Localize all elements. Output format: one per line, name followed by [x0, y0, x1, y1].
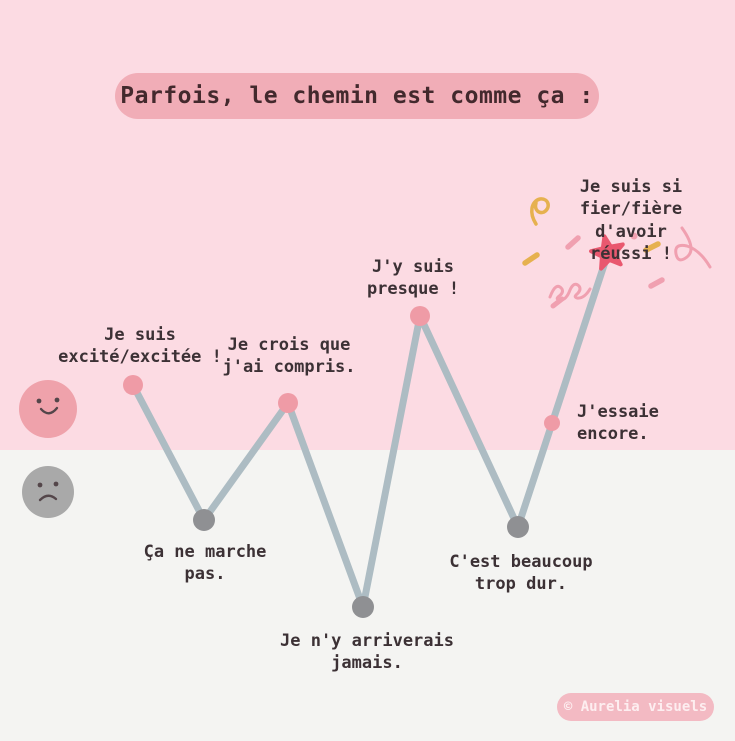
label-never: Je n'y arriverais jamais.: [280, 631, 454, 674]
node-not-working: [193, 509, 215, 531]
confetti-gold-dash-left: [522, 252, 540, 266]
node-try-again: [544, 415, 560, 431]
label-proud: Je suis si fier/fière d'avoir réussi !: [579, 177, 683, 265]
happy-face-left-eye: [36, 398, 42, 404]
confetti-pink-dot: [630, 232, 638, 240]
sad-face-icon: [22, 466, 74, 518]
label-almost: J'y suis presque !: [366, 257, 460, 300]
happy-face-icon: [19, 380, 77, 438]
label-too-hard: C'est beaucoup trop dur.: [449, 552, 593, 595]
happy-face-right-eye: [54, 397, 60, 403]
confetti-pink-curl-right: [674, 226, 712, 269]
label-not-working: Ça ne marche pas.: [143, 542, 267, 585]
sad-face-frown: [38, 494, 58, 502]
node-too-hard: [507, 516, 529, 538]
happy-face-smile: [39, 406, 59, 415]
label-excited: Je suis excité/excitée !: [58, 325, 222, 368]
confetti-gold-dash-right: [643, 241, 661, 253]
node-almost: [410, 306, 430, 326]
node-understood: [278, 393, 298, 413]
label-understood: Je crois que j'ai compris.: [222, 335, 356, 378]
node-never: [352, 596, 374, 618]
star-icon: [589, 234, 625, 271]
confetti-pink-dash-2: [648, 277, 665, 289]
title-banner: Parfois, le chemin est comme ça :: [115, 73, 599, 119]
confetti-icon: [522, 197, 712, 309]
page-title: Parfois, le chemin est comme ça :: [120, 83, 594, 109]
confetti-pink-squiggle: [548, 282, 592, 302]
label-try-again: J'essaie encore.: [577, 402, 659, 445]
confetti-pink-dash-1: [565, 235, 581, 250]
sad-face-right-eye: [53, 481, 59, 487]
confetti-gold-curl: [530, 197, 550, 226]
watermark-badge: © Aurelia visuels: [557, 693, 714, 721]
node-excited: [123, 375, 143, 395]
watermark-text: © Aurelia visuels: [563, 699, 708, 715]
sad-face-left-eye: [37, 482, 43, 488]
